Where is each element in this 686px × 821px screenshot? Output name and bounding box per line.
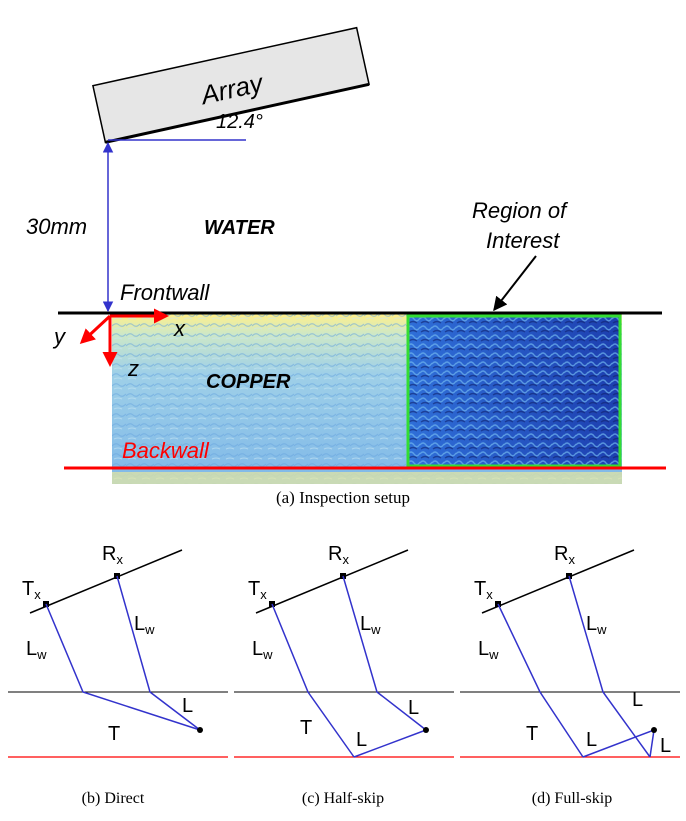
lw-label-tx: Lw bbox=[478, 638, 499, 662]
lw-label-tx: Lw bbox=[26, 638, 47, 662]
rx-ray bbox=[342, 575, 427, 731]
lw-label-rx: Lw bbox=[586, 613, 607, 637]
rx-label: Rx bbox=[554, 543, 575, 567]
panel-inspection-setup: Array 12.4° 30mm WATER Region of Interes… bbox=[26, 26, 666, 507]
skip-ray bbox=[353, 729, 427, 758]
caption-d: (d) Full-skip bbox=[532, 790, 612, 807]
rx-ray bbox=[116, 575, 201, 731]
tx-ray bbox=[497, 603, 584, 758]
tx-ray bbox=[271, 603, 355, 758]
array-line bbox=[29, 549, 183, 614]
backwall-echo-band bbox=[112, 472, 622, 484]
roi-pointer-arrow bbox=[493, 255, 537, 312]
z-axis-label: z bbox=[127, 356, 139, 381]
tx-label: Tx bbox=[248, 578, 267, 602]
l-label-skip: L bbox=[356, 729, 367, 751]
copper-label: COPPER bbox=[206, 371, 291, 393]
water-label: WATER bbox=[204, 217, 275, 239]
t-label: T bbox=[300, 717, 312, 739]
array-line bbox=[255, 549, 409, 614]
array-line bbox=[481, 549, 635, 614]
array-probe: Array bbox=[92, 26, 370, 144]
scatterer bbox=[423, 727, 429, 733]
rx-label: Rx bbox=[328, 543, 349, 567]
rx-ray bbox=[568, 575, 651, 758]
panel-full-skip: Tx Rx Lw Lw T L L L (d) Full-skip bbox=[460, 543, 680, 807]
t-label: T bbox=[108, 723, 120, 745]
array-face bbox=[105, 82, 370, 144]
rx-label: Rx bbox=[102, 543, 123, 567]
l-label: L bbox=[182, 695, 193, 717]
scatterer bbox=[651, 727, 657, 733]
roi-label-line1: Region of bbox=[472, 198, 569, 223]
lw-label-rx: Lw bbox=[134, 613, 155, 637]
caption-c: (c) Half-skip bbox=[302, 790, 384, 807]
frontwall-label: Frontwall bbox=[120, 280, 210, 305]
panel-direct: Tx Rx Lw Lw T L (b) Direct bbox=[8, 543, 228, 807]
l-label-rx: L bbox=[632, 689, 643, 711]
y-axis-label: y bbox=[52, 324, 67, 349]
y-axis-arrow bbox=[79, 314, 112, 345]
roi-box bbox=[406, 314, 622, 468]
angle-label: 12.4° bbox=[216, 111, 263, 133]
scatterer bbox=[197, 727, 203, 733]
caption-b: (b) Direct bbox=[82, 790, 145, 807]
t-label: T bbox=[526, 723, 538, 745]
roi-texture bbox=[408, 316, 620, 466]
tx-ray bbox=[45, 603, 201, 731]
standoff-label: 30mm bbox=[26, 214, 87, 239]
panel-half-skip: Tx Rx Lw Lw T L L (c) Half-skip bbox=[234, 543, 454, 807]
x-axis-label: x bbox=[173, 316, 186, 341]
backwall-label: Backwall bbox=[122, 438, 210, 463]
tx-label: Tx bbox=[474, 578, 493, 602]
lw-label-tx: Lw bbox=[252, 638, 273, 662]
lw-label-rx: Lw bbox=[360, 613, 381, 637]
roi-label-line2: Interest bbox=[486, 228, 560, 253]
caption-a: (a) Inspection setup bbox=[276, 488, 410, 507]
l-label-rx: L bbox=[408, 697, 419, 719]
l-label-final: L bbox=[660, 735, 671, 757]
l-label-skip: L bbox=[586, 729, 597, 751]
tx-label: Tx bbox=[22, 578, 41, 602]
